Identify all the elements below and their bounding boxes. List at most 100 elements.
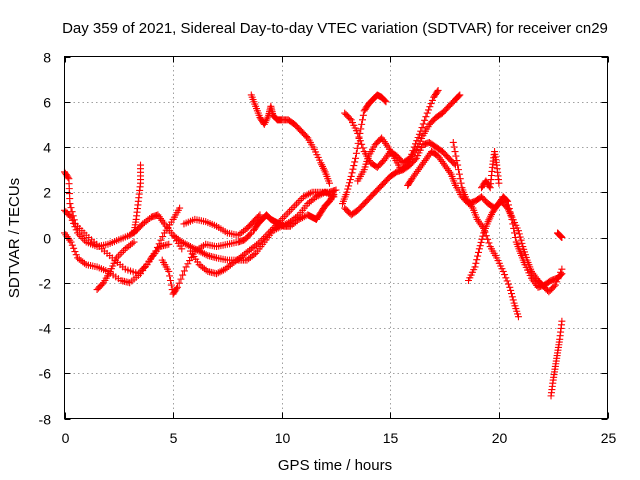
data-point <box>246 230 254 238</box>
data-point <box>79 234 87 242</box>
data-point <box>504 197 512 205</box>
data-point <box>477 238 485 246</box>
data-point <box>165 240 173 248</box>
data-point <box>478 235 486 243</box>
data-point <box>179 271 187 279</box>
data-point <box>256 211 264 219</box>
y-tick-label: -6 <box>39 366 52 382</box>
data-point <box>451 148 459 156</box>
series-trace-d <box>93 238 138 294</box>
data-point <box>502 274 510 282</box>
data-point <box>419 120 427 128</box>
series-trace-h <box>180 211 264 239</box>
data-point <box>558 234 566 241</box>
data-point <box>516 233 524 241</box>
data-point <box>302 133 310 141</box>
series-trace-i <box>186 186 340 278</box>
data-point <box>289 204 297 212</box>
y-tick-label: 2 <box>43 185 51 201</box>
data-point <box>159 233 167 241</box>
data-point <box>417 127 425 135</box>
data-point <box>411 156 419 164</box>
data-point <box>504 280 512 288</box>
data-point <box>476 242 484 250</box>
series-trace-c <box>61 229 173 287</box>
series-trace-n <box>341 138 459 219</box>
series-trace-m <box>341 91 464 171</box>
data-point <box>405 157 413 165</box>
data-point <box>558 317 566 325</box>
data-point <box>186 257 194 265</box>
data-point <box>555 272 563 280</box>
data-point <box>411 140 419 148</box>
data-point <box>518 239 526 247</box>
data-point <box>471 263 479 271</box>
data-point <box>359 111 367 119</box>
data-point <box>503 277 511 285</box>
data-point <box>64 173 72 181</box>
data-point <box>474 248 482 256</box>
data-point <box>332 186 340 194</box>
series-trace-f <box>158 229 255 298</box>
data-point <box>506 283 514 291</box>
data-point <box>406 154 414 162</box>
series-trace-e <box>130 161 145 237</box>
data-point <box>427 100 435 108</box>
data-point <box>173 285 181 293</box>
data-point <box>452 152 460 160</box>
data-point <box>358 120 366 128</box>
x-tick-label: 15 <box>383 430 399 446</box>
data-point <box>359 144 367 152</box>
data-point <box>475 245 483 253</box>
data-point <box>479 232 487 240</box>
data-point <box>178 245 186 253</box>
y-tick-labels: -8 -6 -4 -2 0 2 4 6 8 <box>39 50 52 428</box>
data-point <box>421 116 429 124</box>
data-point <box>434 86 442 94</box>
data-point <box>408 150 416 158</box>
data-point <box>72 251 80 259</box>
y-tick-label: 4 <box>43 140 51 156</box>
data-point <box>292 200 300 208</box>
data-point <box>116 250 124 258</box>
x-tick-label: 0 <box>62 430 70 446</box>
y-tick-label: -8 <box>39 412 52 428</box>
data-point <box>287 205 295 213</box>
data-point <box>433 88 441 96</box>
data-point <box>485 239 493 247</box>
data-point <box>346 176 354 184</box>
x-tick-label: 10 <box>275 430 291 446</box>
data-point <box>255 212 263 220</box>
y-tick-label: -2 <box>39 276 52 292</box>
data-point <box>98 280 106 288</box>
data-point <box>382 98 390 106</box>
data-point <box>495 179 503 187</box>
data-point <box>472 259 480 267</box>
series-trace-g <box>169 188 338 264</box>
data-point <box>404 161 412 169</box>
data-point <box>515 230 523 238</box>
data-point <box>345 179 353 187</box>
y-tick-label: 0 <box>43 231 51 247</box>
data-point <box>166 276 174 284</box>
data-point <box>509 296 517 304</box>
x-tick-label: 25 <box>601 430 617 446</box>
data-point <box>114 252 122 260</box>
data-point <box>349 165 357 173</box>
series-trace-j <box>247 91 333 187</box>
data-point <box>67 213 75 221</box>
data-point <box>348 169 356 177</box>
data-point <box>456 175 464 183</box>
data-point <box>356 137 364 145</box>
series-trace-p <box>404 148 566 291</box>
data-point <box>453 157 461 165</box>
y-tick-label: 8 <box>43 50 51 66</box>
x-tick-labels: 0 5 10 15 20 25 <box>62 430 617 446</box>
x-tick-label: 5 <box>170 430 178 446</box>
data-point <box>284 209 292 217</box>
series-trace-s <box>478 148 503 192</box>
data-point <box>507 286 515 294</box>
data-point <box>455 170 463 178</box>
data-point <box>402 162 410 170</box>
